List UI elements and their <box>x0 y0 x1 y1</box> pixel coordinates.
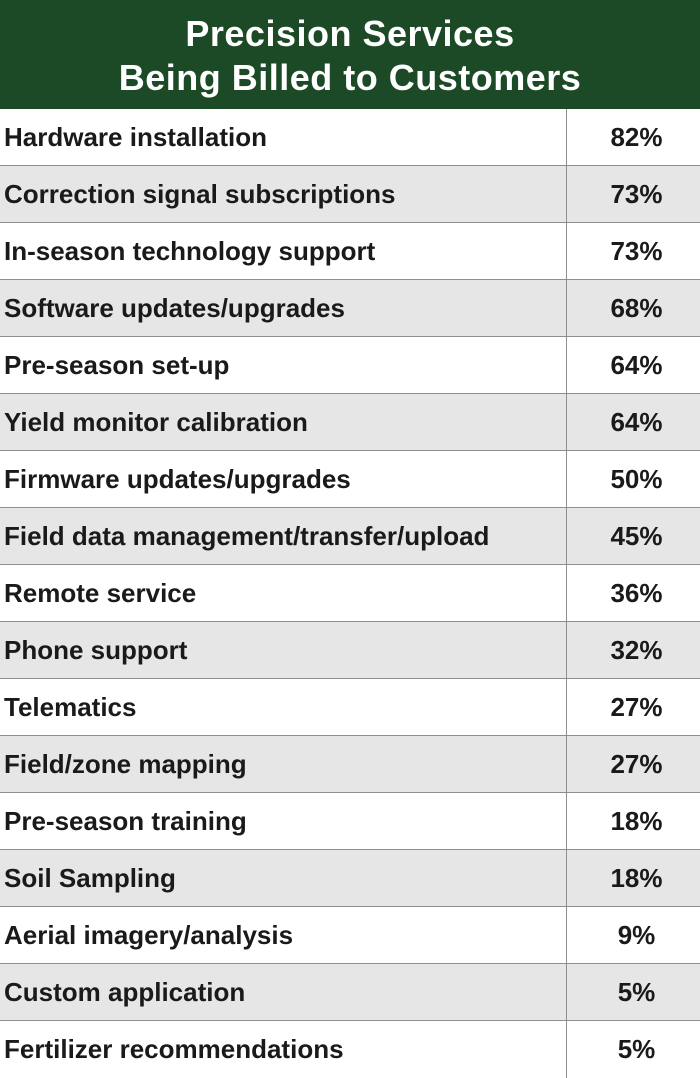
title-line-1: Precision Services <box>185 12 515 54</box>
table-row: Phone support 32% <box>0 622 700 679</box>
table-row: Soil Sampling 18% <box>0 850 700 907</box>
service-label: Pre-season training <box>0 793 567 849</box>
service-label: Field/zone mapping <box>0 736 567 792</box>
percent-value: 64% <box>610 406 663 437</box>
service-label: Software updates/upgrades <box>0 280 567 336</box>
percent-value: 27% <box>610 748 663 779</box>
service-label: Fertilizer recommendations <box>0 1021 567 1078</box>
table-row: Fertilizer recommendations 5% <box>0 1021 700 1078</box>
percent-value: 64% <box>610 349 663 380</box>
table-row: Firmware updates/upgrades 50% <box>0 451 700 508</box>
table-header: Precision Services Being Billed to Custo… <box>0 0 700 109</box>
service-label: In-season technology support <box>0 223 567 279</box>
services-table: Hardware installation 82% Correction signa… <box>0 109 700 1078</box>
table-row: Software updates/upgrades 68% <box>0 280 700 337</box>
table-row: Hardware installation 82% <box>0 109 700 166</box>
service-label: Soil Sampling <box>0 850 567 906</box>
service-label: Hardware installation <box>0 109 567 165</box>
service-label: Telematics <box>0 679 567 735</box>
percent-value: 9% <box>617 919 656 950</box>
percent-value: 5% <box>617 1034 656 1064</box>
table-row: Correction signal subscriptions 73% <box>0 166 700 223</box>
service-label: Correction signal subscriptions <box>0 166 567 222</box>
table-row: Pre-season set-up 64% <box>0 337 700 394</box>
service-label: Phone support <box>0 622 567 678</box>
table-row: Telematics 27% <box>0 679 700 736</box>
percent-value: 18% <box>610 805 663 836</box>
percent-value: 27% <box>610 691 663 722</box>
table-row: Aerial imagery/analysis 9% <box>0 907 700 964</box>
table-row: Remote service 36% <box>0 565 700 622</box>
service-label: Firmware updates/upgrades <box>0 451 567 507</box>
percent-value: 32% <box>610 634 663 665</box>
table-row: Yield monitor calibration 64% <box>0 394 700 451</box>
table-row: Field/zone mapping 27% <box>0 736 700 793</box>
table-row: Pre-season training 18% <box>0 793 700 850</box>
percent-value: 50% <box>610 463 663 494</box>
service-label: Remote service <box>0 565 567 621</box>
percent-value: 82% <box>610 121 663 152</box>
service-label: Yield monitor calibration <box>0 394 567 450</box>
service-label: Custom application <box>0 964 567 1020</box>
service-label: Pre-season set-up <box>0 337 567 393</box>
percent-value: 73% <box>610 235 663 266</box>
table-row: In-season technology support 73% <box>0 223 700 280</box>
title-line-2: Being Billed to Customers <box>118 56 582 98</box>
percent-value: 5% <box>617 976 656 1007</box>
percent-value: 45% <box>610 520 663 551</box>
service-label: Field data management/transfer/upload <box>0 508 567 564</box>
table-row: Field data management/transfer/upload 45% <box>0 508 700 565</box>
percent-value: 18% <box>610 862 663 893</box>
service-label: Aerial imagery/analysis <box>0 907 567 963</box>
table-row: Custom application 5% <box>0 964 700 1021</box>
percent-value: 68% <box>610 292 663 323</box>
percent-value: 73% <box>610 178 663 209</box>
percent-value: 36% <box>610 577 663 608</box>
